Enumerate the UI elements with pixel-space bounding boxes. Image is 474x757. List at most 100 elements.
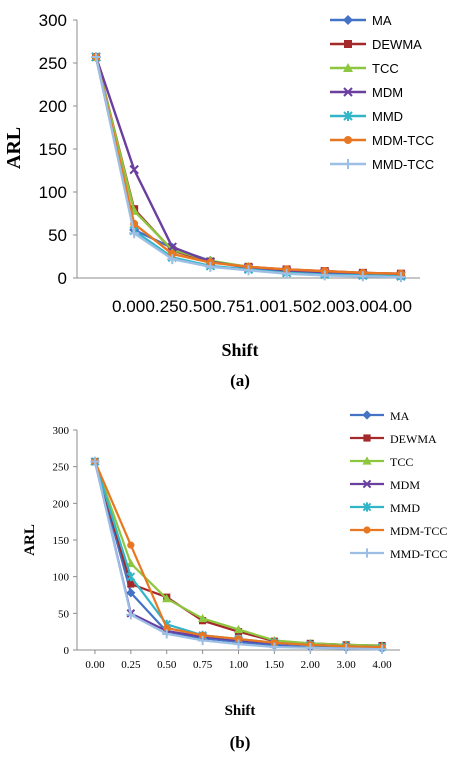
y-tick-label: 50 [48, 226, 67, 245]
legend-marker [344, 40, 352, 48]
data-point [205, 261, 216, 272]
legend-marker [363, 526, 371, 534]
series-line [93, 461, 383, 650]
legend-label: MDM [390, 478, 420, 492]
data-point [168, 249, 177, 258]
x-tick-label: 1.50 [279, 297, 312, 316]
legend-marker [363, 434, 371, 442]
data-point [127, 541, 135, 549]
series-mmd [91, 51, 406, 282]
data-point [243, 265, 254, 276]
x-tick-label: 0.50 [179, 297, 212, 316]
legend-label: TCC [372, 61, 399, 76]
data-point [341, 643, 351, 654]
series-dewma [92, 52, 405, 278]
legend-marker [344, 136, 352, 144]
data-point [198, 613, 208, 623]
series-line [94, 56, 401, 275]
series-tcc [91, 51, 406, 279]
y-tick-label: 250 [39, 54, 67, 73]
legend-label: MDM [372, 85, 403, 100]
series-mdm [91, 52, 406, 281]
legend-marker [362, 479, 372, 489]
y-tick-label: 300 [53, 425, 70, 437]
series-line [94, 56, 401, 279]
series-line [94, 56, 401, 278]
x-tick-label: 1.00 [229, 659, 249, 671]
data-point [319, 270, 330, 281]
series-mmd-tcc [91, 51, 406, 283]
x-tick-label: 3.00 [345, 297, 378, 316]
panel-caption: (b) [230, 733, 251, 752]
series-line [94, 56, 401, 278]
data-point [129, 164, 139, 175]
series-line [94, 56, 401, 275]
data-point [162, 594, 172, 603]
legend-marker [362, 410, 372, 420]
y-tick-label: 100 [39, 183, 67, 202]
data-point [126, 572, 136, 582]
data-point [163, 624, 171, 632]
data-point [395, 272, 406, 283]
legend-marker [362, 456, 372, 465]
data-point [233, 639, 244, 649]
legend-label: MMD-TCC [390, 547, 447, 561]
legend-marker [343, 111, 353, 121]
y-tick-label: 200 [53, 498, 70, 510]
y-tick-label: 200 [39, 97, 67, 116]
y-tick-label: 0 [58, 269, 67, 288]
x-tick-label: 1.50 [265, 659, 285, 671]
x-tick-label: 1.00 [245, 297, 278, 316]
legend-label: MMD [390, 501, 420, 515]
y-tick-label: 250 [53, 462, 70, 474]
x-tick-label: 4.00 [372, 659, 392, 671]
series-mmd-tcc [90, 456, 387, 654]
y-tick-label: 0 [64, 645, 70, 657]
data-point [162, 629, 172, 639]
x-tick-labels: 0.000.250.500.751.001.502.003.004.00 [112, 297, 412, 316]
series-line [94, 56, 401, 276]
legend-label: MMD [372, 109, 403, 124]
data-point [234, 635, 243, 643]
data-point [91, 51, 102, 62]
x-tick-label: 2.00 [301, 659, 321, 671]
legend-label: TCC [390, 455, 413, 469]
y-tick-label: 150 [39, 140, 67, 159]
legend: MA DEWMA TCC MDM MMD MDM-TCC MMD-TCC [330, 13, 434, 172]
series-mdm-tcc [92, 52, 405, 278]
legend-label: DEWMA [390, 432, 437, 446]
legend-label: MDM-TCC [372, 133, 434, 148]
legend-marker [343, 87, 353, 97]
x-tick-label: 0.25 [121, 659, 141, 671]
legend-label: MDM-TCC [390, 524, 447, 538]
panel-caption: (a) [230, 371, 250, 390]
y-tick-label: 150 [53, 535, 70, 547]
x-tick-label: 3.00 [337, 659, 357, 671]
data-point [167, 254, 178, 265]
legend-marker [362, 548, 372, 558]
data-point [126, 558, 136, 568]
legend-marker [343, 159, 353, 169]
x-tick-label: 0.00 [85, 659, 105, 671]
legend-label: MMD-TCC [372, 157, 434, 172]
legend-label: MA [390, 409, 410, 423]
data-point [199, 631, 207, 639]
data-point [269, 642, 279, 652]
data-point [305, 643, 315, 653]
chart-panel-2: 0 50 100 150 200 250 300 0.00 0.25 0.50 0.75 1.00 1.… [22, 409, 447, 752]
data-point [233, 624, 244, 634]
data-point [357, 271, 368, 282]
legend-label: DEWMA [372, 37, 422, 52]
series-line [94, 56, 401, 277]
data-point [127, 580, 135, 588]
data-point [377, 644, 387, 654]
x-tick-label: 4.00 [379, 297, 412, 316]
y-tick-label: 50 [58, 608, 70, 620]
x-tick-label: 0.25 [145, 297, 178, 316]
legend-marker [343, 63, 353, 72]
x-tick-label: 0.75 [212, 297, 245, 316]
y-tick-label: 100 [53, 572, 70, 584]
y-tick-label: 300 [39, 11, 67, 30]
legend: MA DEWMA TCC MDM MMD MDM-TCC MMD-TCC [350, 409, 447, 561]
